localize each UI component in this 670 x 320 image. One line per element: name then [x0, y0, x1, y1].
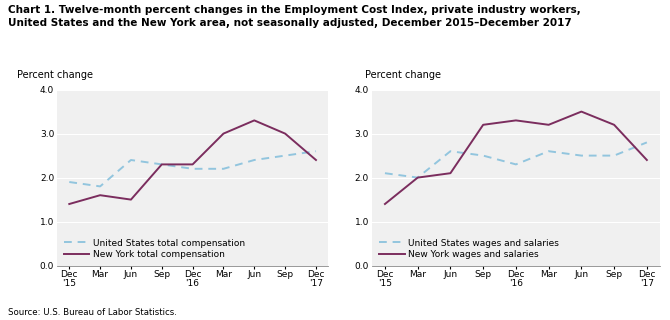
- New York wages and salaries: [578, 110, 586, 114]
- New York wages and salaries: [545, 123, 553, 127]
- United States total compensation: [65, 180, 73, 184]
- United States total compensation: [96, 184, 104, 188]
- Line: United States total compensation: United States total compensation: [69, 151, 316, 186]
- United States wages and salaries: [512, 163, 520, 166]
- Text: Percent change: Percent change: [17, 70, 92, 80]
- Text: Source: U.S. Bureau of Labor Statistics.: Source: U.S. Bureau of Labor Statistics.: [8, 308, 177, 317]
- United States wages and salaries: [446, 149, 454, 153]
- New York wages and salaries: [610, 123, 618, 127]
- New York total compensation: [281, 132, 289, 135]
- New York total compensation: [127, 198, 135, 202]
- New York total compensation: [189, 163, 197, 166]
- United States wages and salaries: [643, 140, 651, 144]
- New York total compensation: [157, 163, 165, 166]
- Text: Chart 1. Twelve-month percent changes in the Employment Cost Index, private indu: Chart 1. Twelve-month percent changes in…: [8, 5, 581, 28]
- Text: Percent change: Percent change: [365, 70, 441, 80]
- New York total compensation: [251, 118, 259, 122]
- United States total compensation: [312, 149, 320, 153]
- United States wages and salaries: [479, 154, 487, 157]
- United States total compensation: [251, 158, 259, 162]
- New York total compensation: [312, 158, 320, 162]
- United States total compensation: [281, 154, 289, 157]
- United States total compensation: [157, 163, 165, 166]
- New York wages and salaries: [643, 158, 651, 162]
- New York wages and salaries: [446, 171, 454, 175]
- United States wages and salaries: [610, 154, 618, 157]
- Legend: United States wages and salaries, New York wages and salaries: United States wages and salaries, New Yo…: [379, 239, 559, 259]
- United States wages and salaries: [381, 171, 389, 175]
- United States total compensation: [127, 158, 135, 162]
- New York wages and salaries: [413, 176, 421, 180]
- Line: United States wages and salaries: United States wages and salaries: [385, 142, 647, 178]
- United States wages and salaries: [545, 149, 553, 153]
- United States total compensation: [220, 167, 228, 171]
- New York total compensation: [220, 132, 228, 135]
- New York total compensation: [65, 202, 73, 206]
- United States wages and salaries: [413, 176, 421, 180]
- New York total compensation: [96, 193, 104, 197]
- New York wages and salaries: [479, 123, 487, 127]
- Line: New York wages and salaries: New York wages and salaries: [385, 112, 647, 204]
- United States wages and salaries: [578, 154, 586, 157]
- New York wages and salaries: [381, 202, 389, 206]
- Legend: United States total compensation, New York total compensation: United States total compensation, New Yo…: [64, 239, 245, 259]
- United States total compensation: [189, 167, 197, 171]
- New York wages and salaries: [512, 118, 520, 122]
- Line: New York total compensation: New York total compensation: [69, 120, 316, 204]
